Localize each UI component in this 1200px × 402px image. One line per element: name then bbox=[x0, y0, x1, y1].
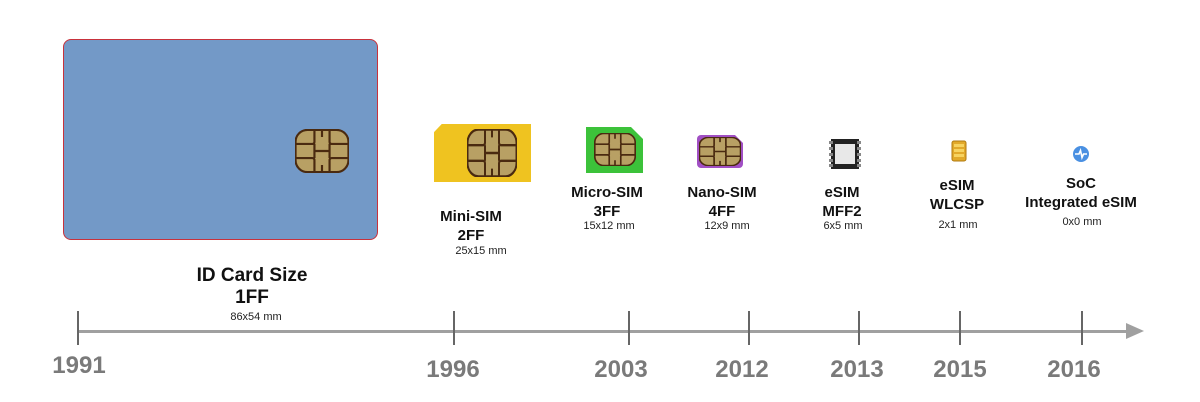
year-label: 1991 bbox=[52, 352, 106, 379]
esim-mff2-title: eSIM MFF2 bbox=[822, 184, 862, 220]
card-notch bbox=[735, 135, 743, 143]
micro-sim-title: Micro-SIM 3FF bbox=[571, 184, 643, 220]
mini-sim-title: Mini-SIM 2FF bbox=[440, 208, 502, 244]
esim-wlcsp-icon bbox=[951, 140, 967, 162]
timeline-tick bbox=[453, 311, 455, 345]
timeline-arrowhead bbox=[1126, 323, 1144, 339]
sim-chip-icon bbox=[295, 129, 349, 173]
id-card-size: 86x54 mm bbox=[230, 311, 282, 323]
sim-chip-icon bbox=[699, 137, 741, 166]
timeline-tick bbox=[77, 311, 79, 345]
id-card-size-card bbox=[63, 39, 378, 240]
soc-size: 0x0 mm bbox=[1062, 216, 1102, 228]
year-label: 1996 bbox=[426, 356, 480, 383]
timeline-tick bbox=[748, 311, 750, 345]
soc-title: SoC Integrated eSIM bbox=[1025, 175, 1137, 211]
timeline-tick bbox=[959, 311, 961, 345]
year-label: 2012 bbox=[715, 356, 769, 383]
esim-mff2-icon bbox=[829, 139, 861, 169]
nano-sim-card bbox=[697, 135, 743, 168]
year-label: 2015 bbox=[933, 356, 987, 383]
esim-mff2-size: 6x5 mm bbox=[823, 220, 863, 232]
sim-chip-icon bbox=[467, 129, 517, 177]
year-label: 2013 bbox=[830, 356, 884, 383]
micro-sim-size: 15x12 mm bbox=[583, 220, 635, 232]
nano-sim-size: 12x9 mm bbox=[704, 220, 750, 232]
year-label: 2003 bbox=[594, 356, 648, 383]
micro-sim-card bbox=[586, 127, 643, 173]
esim-wlcsp-title: eSIM WLCSP bbox=[929, 177, 985, 213]
mini-sim-card bbox=[434, 124, 531, 182]
timeline-tick bbox=[858, 311, 860, 345]
esim-wlcsp-size: 2x1 mm bbox=[938, 219, 978, 231]
timeline-axis bbox=[78, 330, 1128, 333]
mini-sim-size: 25x15 mm bbox=[455, 245, 507, 257]
year-label: 2016 bbox=[1047, 356, 1101, 383]
sim-chip-icon bbox=[594, 133, 636, 166]
id-card-title: ID Card Size 1FF bbox=[196, 265, 308, 308]
nano-sim-title: Nano-SIM 4FF bbox=[687, 184, 757, 220]
timeline-tick bbox=[1081, 311, 1083, 345]
soc-integrated-icon bbox=[1073, 146, 1089, 162]
timeline-tick bbox=[628, 311, 630, 345]
